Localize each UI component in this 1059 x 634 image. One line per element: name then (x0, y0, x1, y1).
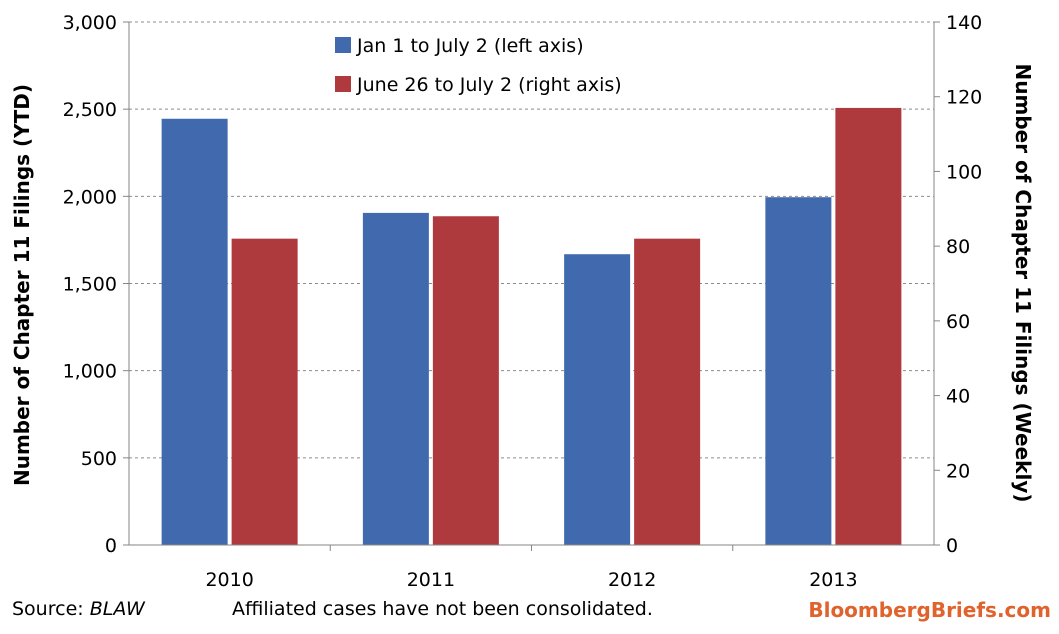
left-tick-label: 0 (105, 535, 117, 557)
category-label: 2012 (608, 569, 656, 591)
bar-weekly-2013 (835, 107, 902, 546)
bar-weekly-2010 (231, 238, 298, 545)
right-tick-label: 40 (946, 386, 970, 408)
left-tick-label: 1,000 (63, 361, 117, 383)
left-axis-title: Number of Chapter 11 Filings (YTD) (10, 84, 34, 486)
right-tick-label: 80 (946, 236, 970, 258)
bar-weekly-2011 (432, 216, 499, 545)
category-label: 2011 (407, 569, 455, 591)
category-labels: 2010 2011 2012 2013 (205, 569, 857, 591)
bar-ytd-2011 (362, 212, 429, 545)
bars (161, 107, 902, 546)
legend-swatch-weekly (335, 76, 351, 92)
left-tick-label: 1,500 (63, 274, 117, 296)
right-tick-label: 120 (946, 87, 982, 109)
legend: Jan 1 to July 2 (left axis) June 26 to J… (335, 35, 622, 96)
bar-ytd-2010 (161, 118, 228, 545)
left-axis-ticks: 0 500 1,000 1,500 2,000 2,500 3,000 (63, 12, 117, 557)
right-tick-label: 0 (946, 535, 958, 557)
dual-axis-bar-chart: 0 500 1,000 1,500 2,000 2,500 3,000 0 20 40 60 80 1… (10, 12, 1035, 591)
bar-ytd-2013 (765, 197, 832, 545)
left-tick-label: 2,500 (63, 99, 117, 121)
brand-logo-text: BloombergBriefs.com (808, 598, 1051, 622)
left-tick-label: 500 (81, 448, 117, 470)
bar-ytd-2012 (564, 254, 631, 545)
right-axis-ticks: 0 20 40 60 80 100 120 140 (946, 12, 982, 557)
right-axis-title: Number of Chapter 11 Filings (Weekly) (1011, 63, 1035, 502)
bar-weekly-2012 (634, 238, 701, 545)
source-label: Source: (12, 598, 90, 620)
right-tick-label: 20 (946, 460, 970, 482)
right-tick-label: 140 (946, 12, 982, 34)
right-tick-label: 100 (946, 161, 982, 183)
right-tick-label: 60 (946, 311, 970, 333)
category-label: 2013 (809, 569, 857, 591)
left-tick-label: 2,000 (63, 186, 117, 208)
source-note: Source: BLAW (12, 598, 145, 620)
source-name: BLAW (89, 598, 145, 620)
axes (123, 21, 940, 551)
left-tick-label: 3,000 (63, 12, 117, 34)
legend-swatch-ytd (335, 37, 351, 53)
affiliated-note: Affiliated cases have not been consolida… (232, 598, 653, 620)
category-label: 2010 (205, 569, 253, 591)
legend-label-ytd: Jan 1 to July 2 (left axis) (356, 35, 584, 57)
legend-label-weekly: June 26 to July 2 (right axis) (356, 74, 622, 96)
